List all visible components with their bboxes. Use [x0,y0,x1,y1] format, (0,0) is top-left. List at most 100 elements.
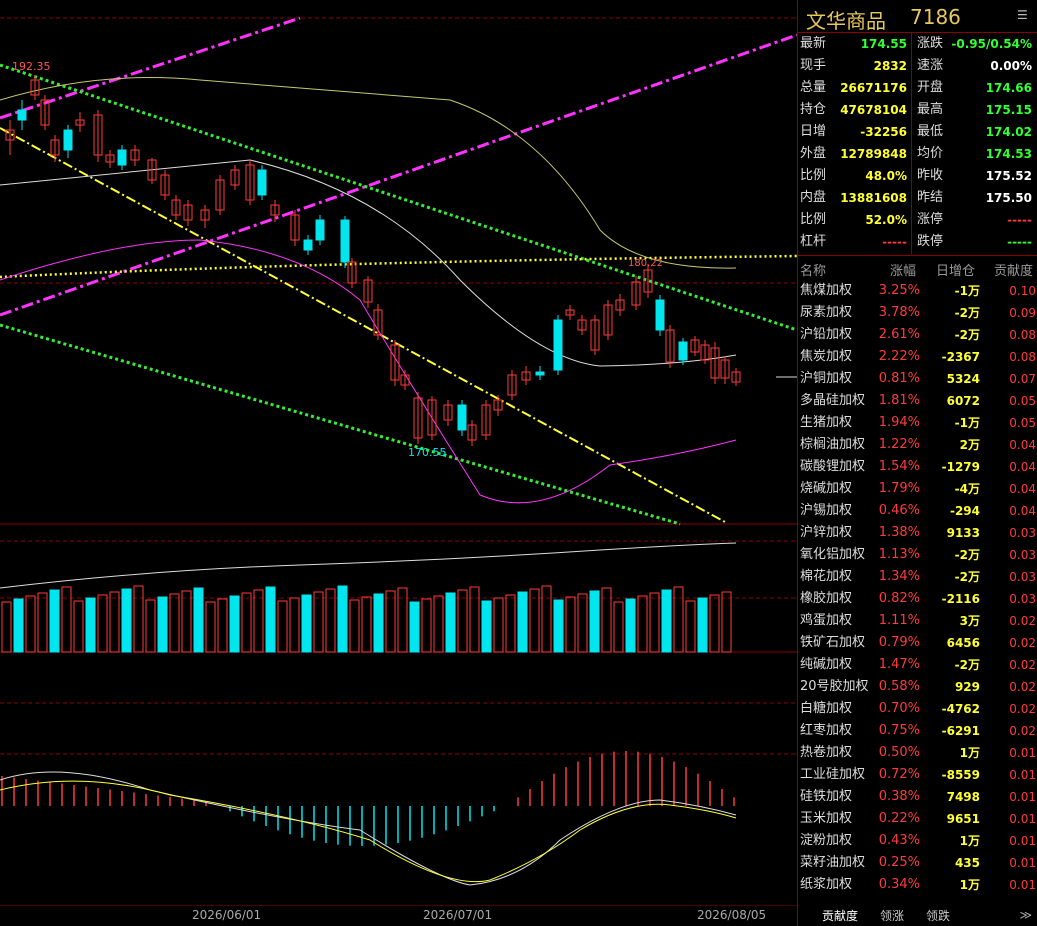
list-item[interactable]: 沪锡加权 0.46% -294 0.04 [798,500,1037,522]
candle-body [507,374,517,396]
list-item[interactable]: 沪铜加权 0.81% 5324 0.07 [798,368,1037,390]
list-item[interactable]: 尿素加权 3.78% -2万 0.09 [798,302,1037,324]
quote-grid: 最新 174.55 现手 2832 总量 26671176 持仓 47678104 日增 -322… [798,33,1037,256]
quote-right-row: 涨停 ----- [915,209,1036,231]
quote-label: 比例 [800,168,827,183]
contribution-list-header[interactable]: 名称 涨幅 日增仓 贡献度 [798,258,1037,280]
item-pos: 9651 [946,812,980,826]
candle-body [363,279,373,303]
item-contribution: 0.01 [1009,856,1036,870]
list-item[interactable]: 热卷加权 0.50% 1万 0.01 [798,742,1037,764]
item-name: 沪锌加权 [800,525,853,540]
list-item[interactable]: 橡胶加权 0.82% -2116 0.03 [798,588,1037,610]
volume-bar [697,597,708,653]
col-pos[interactable]: 日增仓 [936,264,976,279]
item-pos: -8559 [941,768,980,782]
item-name: 多晶硅加权 [800,393,866,408]
item-name: 烧碱加权 [800,481,853,496]
volume-bar [277,600,288,653]
volume-bar [109,591,120,653]
list-item[interactable]: 淀粉加权 0.43% 1万 0.01 [798,830,1037,852]
volume-bar [85,597,96,653]
candle-body [130,149,140,161]
col-pct[interactable]: 涨幅 [890,264,917,279]
item-pos: 3万 [959,614,980,628]
list-item[interactable]: 碳酸锂加权 1.54% -1279 0.04 [798,456,1037,478]
quote-value: -32256 [860,125,907,139]
volume-bar [325,588,336,653]
tab-losers[interactable]: 领跌 [926,909,951,923]
volume-bar [133,585,144,653]
list-item[interactable]: 菜籽油加权 0.25% 435 0.01 [798,852,1037,874]
list-item[interactable]: 玉米加权 0.22% 9651 0.01 [798,808,1037,830]
trend-line-green [0,63,797,332]
list-item[interactable]: 铁矿石加权 0.79% 6456 0.02 [798,632,1037,654]
item-pct: 0.81% [878,371,920,386]
item-pos: -294 [949,504,980,518]
low-price-label: 170.55 [408,446,447,459]
item-name: 工业硅加权 [800,767,866,782]
item-pct: 0.82% [878,591,920,606]
item-contribution: 0.01 [1009,768,1036,782]
list-item[interactable]: 多晶硅加权 1.81% 6072 0.05 [798,390,1037,412]
quote-value: 12789848 [840,147,907,161]
list-item[interactable]: 棕榈油加权 1.22% 2万 0.04 [798,434,1037,456]
kline-chart-area[interactable]: 192.35 170.55 180.22 2026/06/01 2026/07/01… [0,0,797,922]
tab-gainers[interactable]: 领涨 [880,909,905,923]
volume-bar [505,594,516,653]
expand-icon[interactable]: ≫ [1019,908,1032,922]
item-contribution: 0.07 [1009,372,1036,386]
item-contribution: 0.04 [1009,460,1036,474]
col-name[interactable]: 名称 [800,264,827,279]
candle-body [678,341,688,361]
list-item[interactable]: 沪锌加权 1.38% 9133 0.03 [798,522,1037,544]
item-name: 纸浆加权 [800,877,853,892]
quote-label: 杠杆 [800,234,827,249]
list-item[interactable]: 20号胶加权 0.58% 929 0.02 [798,676,1037,698]
list-item[interactable]: 鸡蛋加权 1.11% 3万 0.02 [798,610,1037,632]
list-item[interactable]: 沪铅加权 2.61% -2万 0.08 [798,324,1037,346]
volume-bar [433,595,444,653]
list-item[interactable]: 纸浆加权 0.34% 1万 0.01 [798,874,1037,896]
volume-bar [397,587,408,653]
kline-chart-svg[interactable]: 192.35 170.55 180.22 [0,0,797,906]
item-pct: 0.75% [878,723,920,738]
item-pos: -6291 [941,724,980,738]
list-item[interactable]: 工业硅加权 0.72% -8559 0.01 [798,764,1037,786]
col-ctb[interactable]: 贡献度 [994,264,1034,279]
volume-bar [193,587,204,653]
item-pct: 0.58% [878,679,920,694]
item-pct: 0.34% [878,877,920,892]
item-pos: -2万 [954,570,980,584]
item-name: 铁矿石加权 [800,635,866,650]
tab-contribution[interactable]: 贡献度 [822,909,859,923]
candle-body [270,204,280,216]
list-item[interactable]: 焦煤加权 3.25% -1万 0.10 [798,280,1037,302]
item-pos: -2万 [954,548,980,562]
list-item[interactable]: 生猪加权 1.94% -1万 0.05 [798,412,1037,434]
list-item[interactable]: 氧化铝加权 1.13% -2万 0.03 [798,544,1037,566]
quote-value: 47678104 [840,103,907,117]
list-item[interactable]: 硅铁加权 0.38% 7498 0.01 [798,786,1037,808]
list-item[interactable]: 棉花加权 1.34% -2万 0.03 [798,566,1037,588]
panel-menu-icon[interactable]: ☰ [1017,8,1028,22]
list-item[interactable]: 白糖加权 0.70% -4762 0.02 [798,698,1037,720]
list-item[interactable]: 焦炭加权 2.22% -2367 0.08 [798,346,1037,368]
volume-bar [169,593,180,653]
item-pct: 0.46% [878,503,920,518]
list-item[interactable]: 红枣加权 0.75% -6291 0.02 [798,720,1037,742]
item-contribution: 0.02 [1009,702,1036,716]
volume-bar [553,599,564,653]
quote-value: 174.53 [985,147,1032,161]
quote-label: 最高 [917,102,944,117]
candle-body [257,169,267,196]
trend-line-yellow [0,127,726,523]
item-name: 沪铅加权 [800,327,853,342]
item-pct: 1.54% [878,459,920,474]
list-item[interactable]: 纯碱加权 1.47% -2万 0.02 [798,654,1037,676]
item-pos: 1万 [959,878,980,892]
item-pct: 1.13% [878,547,920,562]
list-item[interactable]: 烧碱加权 1.79% -4万 0.04 [798,478,1037,500]
quote-right-row: 均价 174.53 [915,143,1036,165]
volume-ma [0,542,737,589]
